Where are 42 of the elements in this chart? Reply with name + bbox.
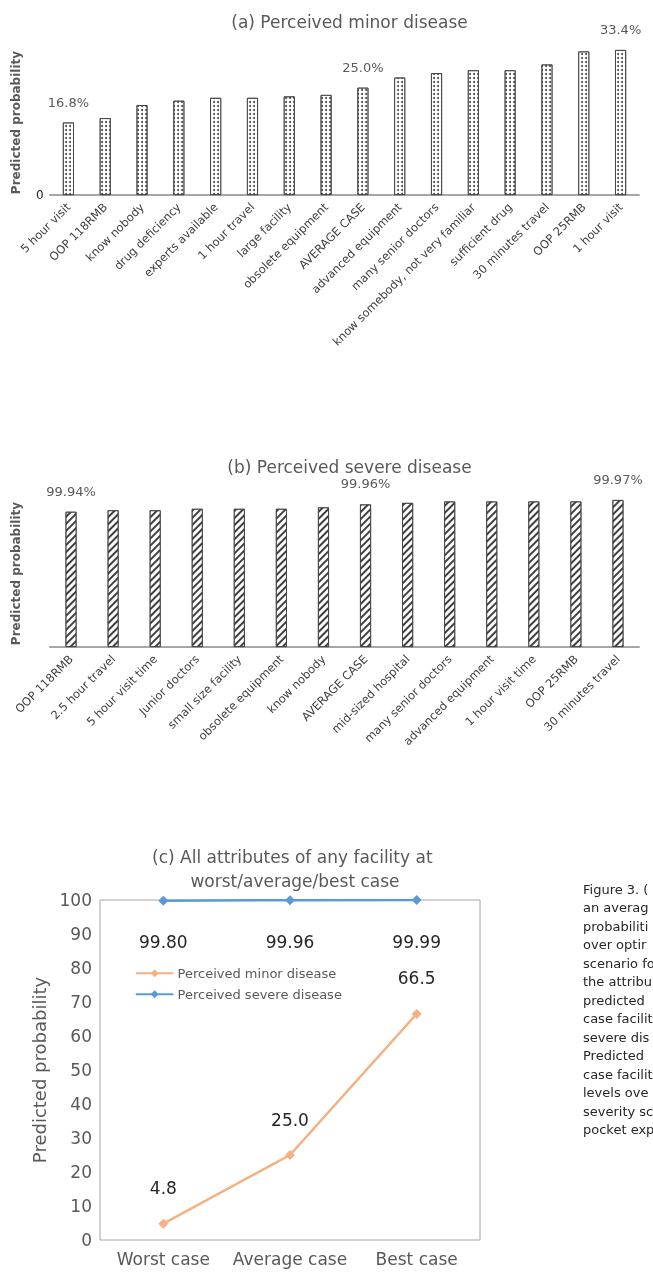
y-tick-label: 30	[70, 1128, 92, 1148]
y-tick-label: 100	[59, 890, 92, 910]
text: 0	[36, 188, 44, 203]
y-axis-title: Predicted probability	[28, 976, 50, 1164]
point	[285, 1150, 295, 1160]
x-tick-label: Best case	[375, 1248, 458, 1269]
legend-label: Perceived severe disease	[177, 986, 342, 1002]
x-tick-label: Average case	[232, 1248, 348, 1269]
chart-title: (c) All attributes of any facility at worst/average/best case	[152, 847, 438, 891]
text: 25.0	[271, 1109, 309, 1130]
chart-title: (a) Perceived minor disease	[231, 12, 468, 32]
annotation: 99.94%	[46, 483, 96, 499]
y-axis-title: Predicted probability	[9, 501, 23, 646]
y-tick-label: 20	[70, 1162, 92, 1182]
y-tick-label: 90	[70, 924, 92, 944]
annotation: 25.0%	[342, 59, 384, 75]
point	[411, 1008, 422, 1019]
chart-title: (b) Perceived severe disease	[227, 457, 472, 477]
text: 99.99	[392, 931, 441, 952]
point	[285, 895, 295, 906]
text: Figure 3. ( an averag probabiliti over optir scenario fo the attribu predicted case facilit severe dis Predicted case facilit levels ove severity sc pocket exp	[583, 881, 653, 1138]
annotation: 33.4%	[599, 22, 642, 37]
point	[158, 895, 169, 906]
y-tick-label: 70	[70, 992, 92, 1012]
text: 4.8	[149, 1178, 177, 1199]
text: 99.96	[265, 931, 315, 952]
x-tick-label: Worst case	[116, 1248, 210, 1269]
legend-label: Perceived minor disease	[177, 965, 337, 981]
y-tick-label: 40	[70, 1094, 92, 1114]
y-tick-label: 10	[70, 1196, 92, 1216]
annotation: 99.96%	[340, 476, 391, 492]
y-tick-label: 80	[70, 958, 92, 978]
annotation: 16.8%	[47, 94, 90, 110]
y-tick-label: 50	[70, 1060, 92, 1080]
y-tick-label: 60	[70, 1026, 92, 1046]
annotation: 99.97%	[593, 472, 643, 487]
y-axis-title: Predicted probability	[9, 50, 23, 195]
text: 99.80	[139, 932, 188, 953]
point	[158, 1218, 169, 1229]
text: 66.5	[397, 968, 436, 989]
point	[411, 895, 422, 906]
y-tick-label: 0	[81, 1230, 92, 1250]
